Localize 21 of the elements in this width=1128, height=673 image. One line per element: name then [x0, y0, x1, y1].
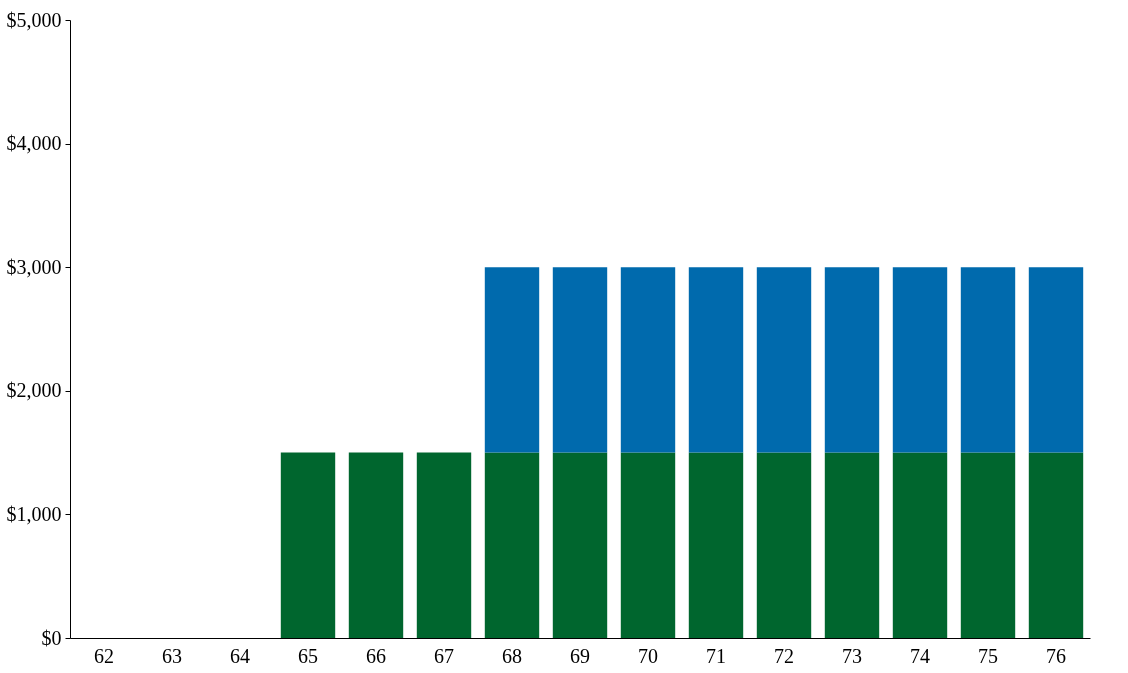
y-tick-label: $2,000	[6, 379, 62, 402]
x-tick-label: 69	[570, 644, 590, 667]
y-tick-label: $5,000	[6, 8, 62, 31]
x-tick-label: 72	[774, 644, 794, 667]
x-tick-label: 65	[298, 644, 318, 667]
x-tick-label: 68	[502, 644, 522, 667]
x-tick-label: 71	[706, 644, 726, 667]
x-tick-label: 66	[366, 644, 386, 667]
y-tick-label: $0	[41, 626, 62, 649]
x-tick-label: 67	[434, 644, 454, 667]
x-tick-label: 64	[230, 644, 250, 667]
x-tick-label: 75	[978, 644, 998, 667]
x-tick-label: 76	[1046, 644, 1066, 667]
y-tick-label: $4,000	[6, 132, 62, 155]
x-tick-label: 70	[638, 644, 658, 667]
y-tick-label: $3,000	[6, 255, 62, 278]
y-tick-label: $1,000	[6, 502, 62, 525]
x-tick-label: 73	[842, 644, 862, 667]
x-tick-label: 62	[94, 644, 114, 667]
x-tick-label: 63	[162, 644, 182, 667]
x-tick-label: 74	[910, 644, 930, 667]
